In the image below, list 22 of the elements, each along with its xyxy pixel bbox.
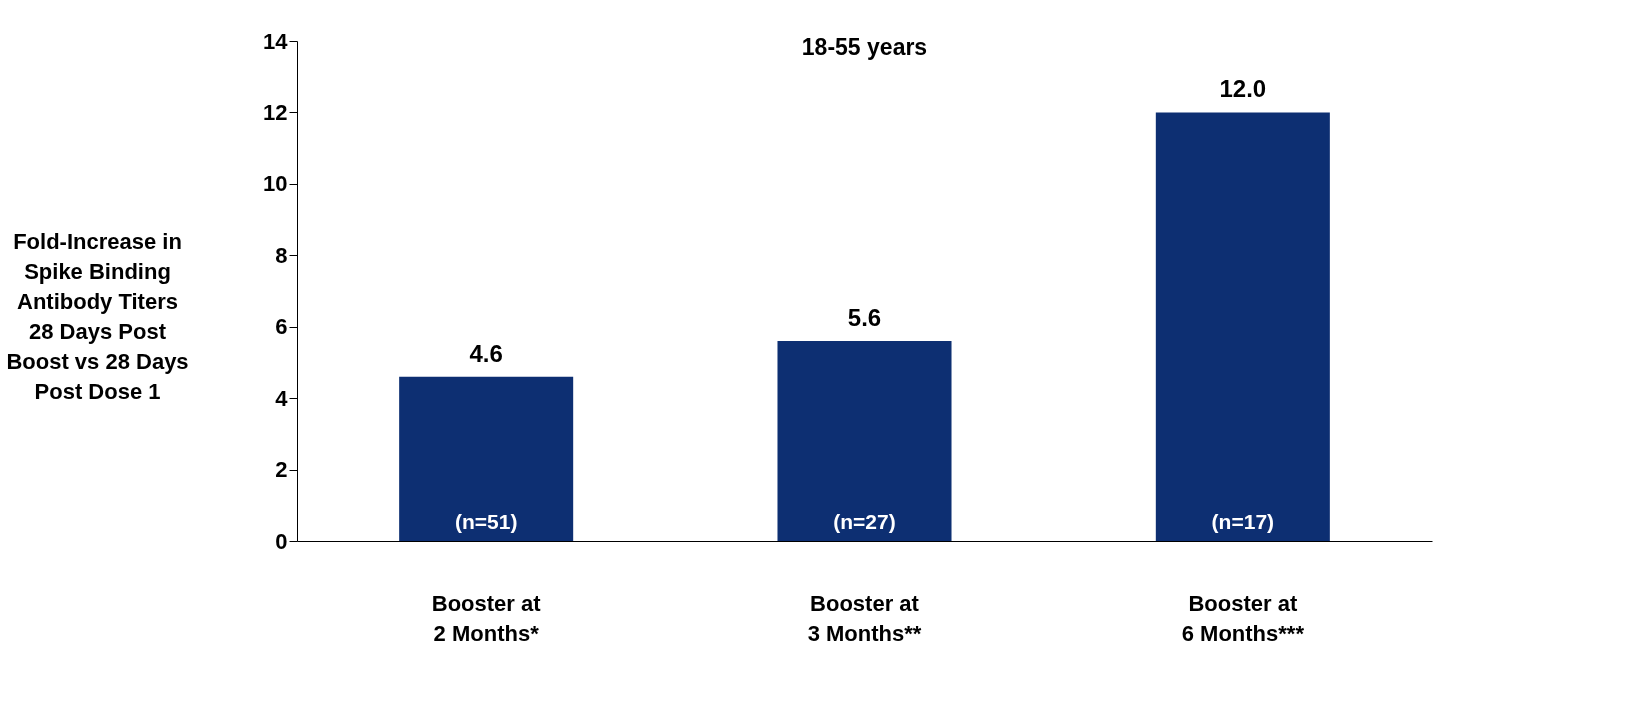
bar [777, 341, 952, 541]
x-tick-label: Booster at 6 Months*** [1181, 590, 1305, 646]
x-tick-label: Booster at 3 Months** [807, 590, 922, 646]
data-label: 4.6 [469, 339, 503, 367]
chart-title: 18-55 years [801, 34, 928, 60]
annotation: (n=51) [454, 510, 518, 533]
x-tick-label: Booster at 2 Months* [431, 590, 542, 646]
annotation: (n=27) [833, 510, 896, 533]
y-tick-label: 0 [275, 528, 288, 554]
data-label: 5.6 [847, 304, 882, 331]
y-tick-label: 8 [275, 242, 288, 268]
y-tick-label: 10 [263, 171, 288, 197]
bar [1155, 112, 1330, 541]
y-tick-label: 4 [275, 385, 289, 411]
y-tick-label: 6 [275, 314, 288, 340]
y-tick-label: 14 [263, 28, 289, 54]
data-label: 12.0 [1219, 75, 1267, 103]
y-axis-title: Fold-Increase in Spike Binding Antibody Titers 28 Days Post Boost vs 28 Days Post Dose 1 [6, 228, 189, 404]
y-tick-label: 2 [275, 457, 288, 483]
bar [399, 376, 574, 541]
annotation: (n=17) [1211, 510, 1275, 533]
y-tick-label: 12 [263, 99, 288, 125]
